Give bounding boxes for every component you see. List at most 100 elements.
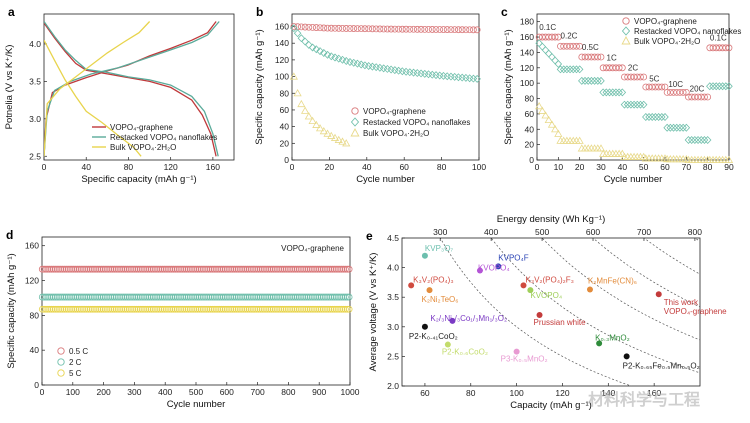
data-point [609, 64, 617, 72]
data-point [273, 293, 281, 301]
data-point [305, 293, 312, 301]
data-point [308, 293, 316, 301]
data-point [153, 305, 161, 313]
data-point [190, 265, 198, 273]
data-point [70, 293, 78, 301]
data-point [275, 265, 283, 273]
data-point [118, 293, 126, 301]
data-point [160, 265, 168, 273]
data-point [181, 265, 189, 273]
data-point [575, 65, 584, 74]
data-point [284, 265, 292, 273]
data-point [335, 54, 343, 63]
data-point [120, 293, 128, 301]
data-point [277, 305, 285, 313]
rate-label: 0.1C [710, 34, 727, 43]
data-point [92, 293, 100, 301]
data-point [105, 265, 113, 273]
data-point [425, 26, 432, 33]
data-point [268, 293, 275, 301]
data-point [88, 305, 96, 313]
data-point [706, 44, 714, 52]
data-point [170, 305, 177, 313]
data-point [75, 305, 83, 313]
data-point [210, 305, 218, 313]
data-point [329, 265, 336, 273]
material-point [426, 287, 433, 294]
material-point [408, 282, 415, 289]
data-point [581, 53, 589, 61]
data-point [361, 25, 369, 33]
data-point [334, 293, 342, 301]
data-point [289, 72, 298, 80]
data-point [256, 293, 264, 301]
y-axis-label: Average voltage (V vs K⁺/K) [368, 253, 379, 372]
data-point [133, 265, 140, 273]
data-point [637, 73, 644, 81]
data-point [234, 305, 242, 313]
data-point [166, 265, 174, 273]
y-tick-label: 80 [525, 94, 535, 104]
data-point [663, 123, 671, 132]
data-point [310, 305, 318, 313]
data-point [618, 88, 627, 97]
rate-label: 10C [668, 80, 683, 89]
data-point [40, 265, 48, 273]
data-point [207, 305, 214, 313]
data-point [615, 64, 623, 72]
data-point [584, 76, 592, 85]
data-point [221, 293, 229, 301]
x-tick-label: 40 [81, 162, 91, 172]
data-point [253, 305, 261, 313]
data-point [96, 265, 103, 273]
data-point [135, 305, 142, 313]
data-point [620, 100, 629, 109]
material-label: KVPO₄F [498, 253, 528, 262]
data-point [94, 293, 102, 301]
data-point [207, 293, 214, 301]
data-point [354, 25, 361, 33]
data-point [591, 53, 598, 61]
data-point [218, 293, 225, 301]
data-point [153, 293, 161, 301]
x-axis-label: Specific capacity (mAh g⁻¹) [81, 174, 196, 185]
data-point [301, 106, 310, 114]
data-point [129, 293, 137, 301]
data-point [256, 265, 264, 273]
data-point [151, 265, 159, 273]
data-point [299, 293, 307, 301]
data-point [319, 293, 327, 301]
y-tick-label: 2.5 [387, 351, 399, 361]
data-point [256, 305, 264, 313]
data-point [245, 265, 253, 273]
data-point [343, 305, 351, 313]
legend-label: Bulk VOPO₄·2H₂O [110, 143, 176, 152]
data-point [615, 88, 623, 97]
data-point [86, 265, 94, 273]
data-point [195, 265, 203, 273]
data-point [715, 82, 724, 91]
data-point [548, 53, 556, 62]
data-point [197, 265, 205, 273]
data-point [142, 293, 150, 301]
data-point [186, 305, 194, 313]
data-point [101, 293, 109, 301]
y-tick-label: 40 [30, 345, 40, 355]
data-point [303, 293, 310, 301]
data-point [280, 305, 288, 313]
data-point [173, 293, 181, 301]
data-point [706, 82, 714, 91]
data-point [343, 265, 351, 273]
x-tick-label: 80 [124, 162, 134, 172]
data-point [223, 293, 231, 301]
data-point [255, 293, 262, 301]
data-point [633, 73, 641, 81]
data-point [188, 305, 196, 313]
data-point [240, 305, 248, 313]
material-point [527, 287, 534, 294]
data-point [334, 135, 343, 143]
data-point [135, 293, 142, 301]
legend-marker [350, 128, 360, 137]
legend-label: Bulk VOPO₄·2H₂O [363, 129, 429, 138]
data-point [327, 24, 335, 32]
